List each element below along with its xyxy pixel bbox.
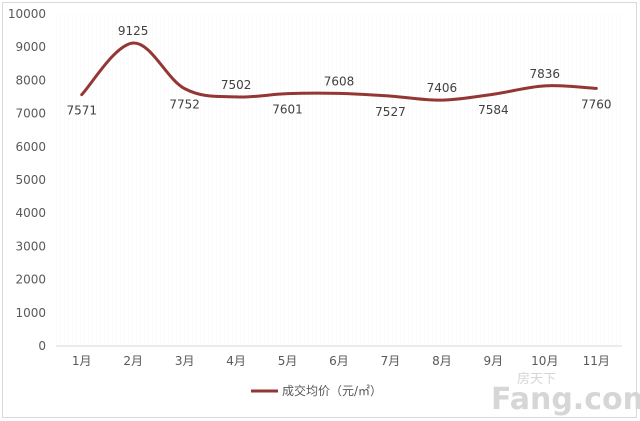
x-tick-label: 6月 xyxy=(329,354,349,368)
y-tick-label: 4000 xyxy=(15,206,46,220)
y-tick-label: 10000 xyxy=(8,7,46,21)
watermark: 房天下 Fang.com xyxy=(491,371,640,417)
y-tick-labels: 0 1000 2000 3000 4000 5000 6000 7000 8000 9000 100… xyxy=(8,7,46,353)
data-label: 7608 xyxy=(324,74,355,88)
data-label: 7527 xyxy=(375,105,406,119)
y-tick-label: 3000 xyxy=(15,239,46,253)
watermark-small: 房天下 xyxy=(517,371,556,387)
x-tick-labels: 1月 2月 3月 4月 5月 6月 7月 8月 9月 10月 11月 xyxy=(72,354,610,368)
x-tick-label: 5月 xyxy=(278,354,298,368)
x-tick-label: 3月 xyxy=(175,354,195,368)
x-tick-label: 8月 xyxy=(432,354,452,368)
data-label: 7571 xyxy=(66,104,97,118)
y-tick-label: 0 xyxy=(38,339,46,353)
x-tick-label: 1月 xyxy=(72,354,92,368)
data-label: 7601 xyxy=(272,103,303,117)
plot-area xyxy=(56,14,622,346)
data-labels: 7571 9125 7752 7502 7601 7608 7527 7406 7584 7836… xyxy=(66,24,611,119)
y-tick-label: 6000 xyxy=(15,140,46,154)
data-label: 7502 xyxy=(221,78,252,92)
x-tick-label: 10月 xyxy=(531,354,558,368)
data-label: 7406 xyxy=(427,81,458,95)
y-tick-label: 7000 xyxy=(15,107,46,121)
data-label: 7584 xyxy=(478,103,509,117)
y-tick-label: 5000 xyxy=(15,173,46,187)
x-tick-label: 2月 xyxy=(123,354,143,368)
watermark-big: Fang.com xyxy=(491,382,640,417)
data-label: 9125 xyxy=(118,24,149,38)
x-tick-label: 4月 xyxy=(226,354,246,368)
y-tick-label: 2000 xyxy=(15,273,46,287)
x-tick-label: 7月 xyxy=(381,354,401,368)
y-tick-label: 9000 xyxy=(15,40,46,54)
y-tick-label: 8000 xyxy=(15,73,46,87)
legend: 成交均价（元/㎡） xyxy=(251,383,382,398)
y-tick-label: 1000 xyxy=(15,306,46,320)
series-line-price xyxy=(80,41,598,102)
x-tick-label: 11月 xyxy=(583,354,610,368)
data-label: 7760 xyxy=(581,97,612,111)
data-label: 7752 xyxy=(169,98,200,112)
data-label: 7836 xyxy=(530,67,561,81)
legend-label: 成交均价（元/㎡） xyxy=(282,383,382,398)
x-tick-label: 9月 xyxy=(484,354,504,368)
